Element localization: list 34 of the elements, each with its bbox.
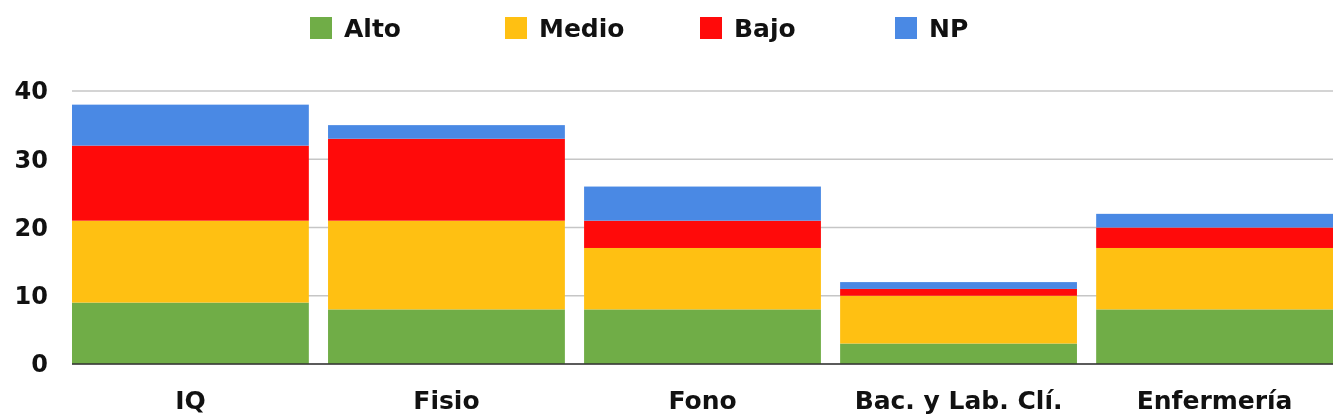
bar: [328, 125, 565, 139]
bar: [1096, 213, 1333, 228]
bar: [584, 309, 821, 364]
bar: [840, 288, 1077, 296]
bar: [584, 220, 821, 248]
legend-label: Alto: [344, 13, 402, 43]
y-tick-label: 40: [14, 77, 48, 106]
bar: [328, 220, 565, 310]
bar: [584, 247, 821, 310]
bar: [328, 309, 565, 364]
bar: [840, 343, 1077, 364]
y-tick-label: 30: [14, 145, 48, 174]
x-tick-label: Bac. y Lab. Clí.: [854, 386, 1063, 415]
bar: [72, 302, 309, 364]
y-tick-label: 20: [14, 213, 48, 242]
legend-label: Medio: [539, 13, 625, 43]
legend-label: Bajo: [734, 13, 796, 43]
x-tick-label: Fisio: [413, 386, 480, 415]
legend-label: NP: [929, 13, 969, 43]
bar: [72, 145, 309, 221]
y-tick-label: 10: [14, 282, 48, 311]
bar: [1096, 227, 1333, 248]
bar: [72, 220, 309, 303]
bar: [840, 282, 1077, 289]
y-tick-label: 0: [31, 350, 48, 379]
bar: [840, 295, 1077, 344]
bar: [72, 104, 309, 146]
bar: [1096, 247, 1333, 310]
bar: [328, 138, 565, 221]
x-tick-label: Fono: [668, 386, 737, 415]
bar: [1096, 309, 1333, 364]
x-tick-label: Enfermería: [1136, 386, 1293, 415]
x-tick-label: IQ: [175, 386, 206, 415]
bar: [584, 186, 821, 221]
